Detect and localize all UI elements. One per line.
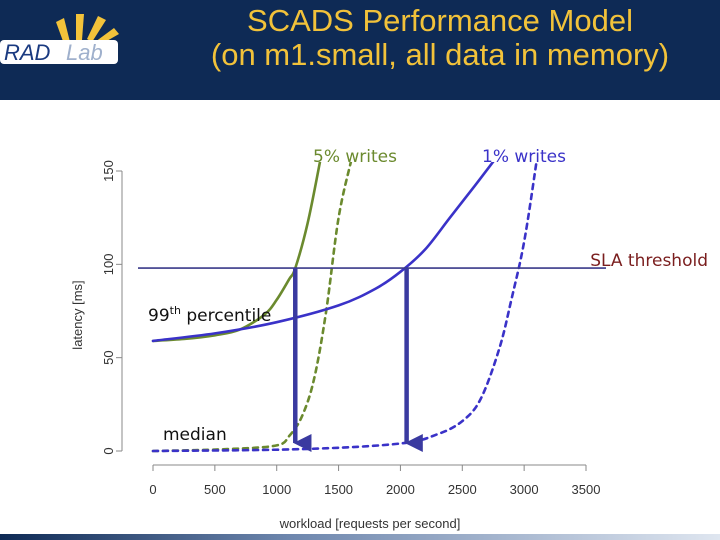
label-99th-percentile: 99th percentile [148, 304, 271, 326]
logo-graphic: RAD Lab [0, 14, 119, 65]
x-tick-label: 3500 [572, 482, 601, 497]
footer-strip [0, 534, 720, 540]
x-tick-label: 500 [204, 482, 226, 497]
y-axis-label: latency [ms] [70, 280, 85, 349]
x-axis-label: workload [requests per second] [279, 516, 461, 531]
x-tick-label: 0 [149, 482, 156, 497]
rad-lab-logo: RAD Lab [0, 4, 160, 92]
y-tick-label: 100 [101, 253, 116, 275]
x-tick-label: 3000 [510, 482, 539, 497]
x-tick-label: 2500 [448, 482, 477, 497]
x-tick-label: 2000 [386, 482, 415, 497]
y-tick-label: 150 [101, 160, 116, 182]
chart-series [138, 162, 606, 453]
label-median: median [163, 425, 227, 445]
chart-axes: 0 500 1000 1500 2000 2500 3000 3500 0 50 100 150 wor… [70, 160, 600, 531]
chart-annotations: 5% writes 1% writes SLA threshold 99th perc… [148, 147, 708, 445]
series-line-1 [151, 162, 353, 453]
title-line-1: SCADS Performance Model [247, 3, 633, 38]
logo-lab-text: Lab [66, 40, 103, 65]
logo-rad-text: RAD [4, 40, 51, 65]
series-line-2 [151, 162, 495, 343]
x-tick-label: 1500 [324, 482, 353, 497]
y-tick-label: 50 [101, 350, 116, 364]
title-line-2: (on m1.small, all data in memory) [210, 37, 670, 72]
x-tick-label: 1000 [262, 482, 291, 497]
slide-header: RAD Lab SCADS Performance Model (on m1.s… [0, 0, 720, 100]
label-5pct-writes: 5% writes [313, 147, 397, 167]
label-1pct-writes: 1% writes [482, 147, 566, 167]
latency-chart: 0 500 1000 1500 2000 2500 3000 3500 0 50 100 150 wor… [70, 147, 708, 531]
series-line-0 [151, 162, 322, 343]
y-tick-label: 0 [101, 447, 116, 454]
slide-title: SCADS Performance Model (on m1.small, al… [150, 4, 720, 72]
label-sla-threshold: SLA threshold [590, 251, 708, 271]
